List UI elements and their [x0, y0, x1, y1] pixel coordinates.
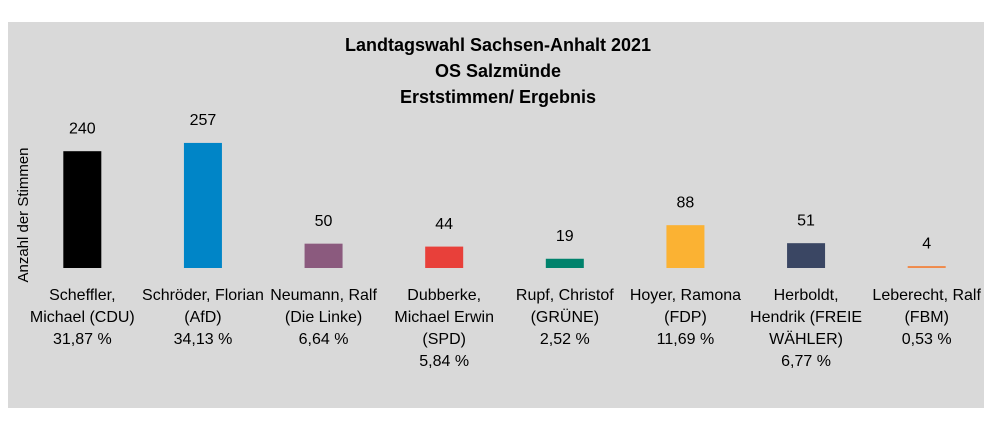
share-label: 31,87 %	[52, 331, 112, 348]
value-label: 50	[315, 213, 333, 230]
value-label: 257	[190, 112, 217, 129]
category-name: Herboldt, Hendrik (FREIE WÄHLER)	[750, 287, 863, 348]
x-tick-label: Herboldt, Hendrik (FREIE WÄHLER) 6,77 %	[744, 285, 868, 373]
bar	[907, 266, 946, 268]
x-tick-label: Hoyer, Ramona (FDP) 11,69 %	[623, 285, 747, 351]
bar	[63, 151, 102, 268]
category-name: Hoyer, Ramona (FDP)	[629, 287, 742, 326]
chart-title: OS Salzmünde	[435, 61, 561, 81]
value-label: 51	[797, 212, 815, 229]
share-label: 5,84 %	[419, 353, 470, 370]
category-name: Leberecht, Ralf (FBM)	[872, 287, 981, 326]
x-tick-label: Dubberke, Michael Erwin (SPD) 5,84 %	[382, 285, 506, 373]
share-label: 6,64 %	[298, 331, 349, 348]
chart-background	[8, 22, 984, 408]
share-label: 2,52 %	[539, 331, 590, 348]
bar	[666, 225, 705, 268]
value-label: 4	[922, 235, 931, 252]
value-label: 44	[435, 216, 453, 233]
x-tick-label: Rupf, Christof (GRÜNE) 2,52 %	[503, 285, 627, 351]
bar	[787, 243, 826, 268]
share-label: 34,13 %	[173, 331, 233, 348]
category-name: Neumann, Ralf (Die Linke)	[270, 287, 377, 326]
chart-title: Landtagswahl Sachsen-Anhalt 2021	[345, 35, 651, 55]
value-label: 240	[69, 120, 96, 137]
share-label: 11,69 %	[656, 331, 715, 348]
bar	[304, 243, 343, 268]
value-label: 19	[556, 228, 574, 245]
value-label: 88	[677, 194, 695, 211]
y-axis-label: Anzahl der Stimmen	[15, 147, 32, 282]
x-tick-label: Scheffler, Michael (CDU) 31,87 %	[20, 285, 144, 351]
category-name: Rupf, Christof (GRÜNE)	[515, 287, 614, 326]
category-name: Schröder, Florian (AfD)	[142, 287, 264, 326]
x-tick-label: Neumann, Ralf (Die Linke) 6,64 %	[262, 285, 386, 351]
category-name: Dubberke, Michael Erwin (SPD)	[394, 287, 494, 348]
bar	[425, 246, 464, 268]
x-tick-label: Leberecht, Ralf (FBM) 0,53 %	[865, 285, 989, 351]
share-label: 6,77 %	[781, 353, 831, 370]
bar	[183, 142, 222, 268]
category-name: Scheffler, Michael (CDU)	[29, 287, 135, 326]
bar	[545, 258, 584, 268]
chart-title: Erststimmen/ Ergebnis	[400, 87, 596, 107]
share-label: 0,53 %	[901, 331, 952, 348]
x-tick-label: Schröder, Florian (AfD) 34,13 %	[141, 285, 265, 351]
